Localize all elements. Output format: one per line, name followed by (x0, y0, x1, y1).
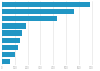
Bar (2, 30, 22, 36)
Bar (2, 16, 57, 21)
Bar (2, 52, 15, 57)
Bar (2, 23, 26, 29)
Bar (2, 37, 20, 43)
Bar (2, 59, 10, 64)
Bar (2, 9, 74, 14)
Bar (2, 2, 90, 7)
Bar (2, 45, 18, 50)
